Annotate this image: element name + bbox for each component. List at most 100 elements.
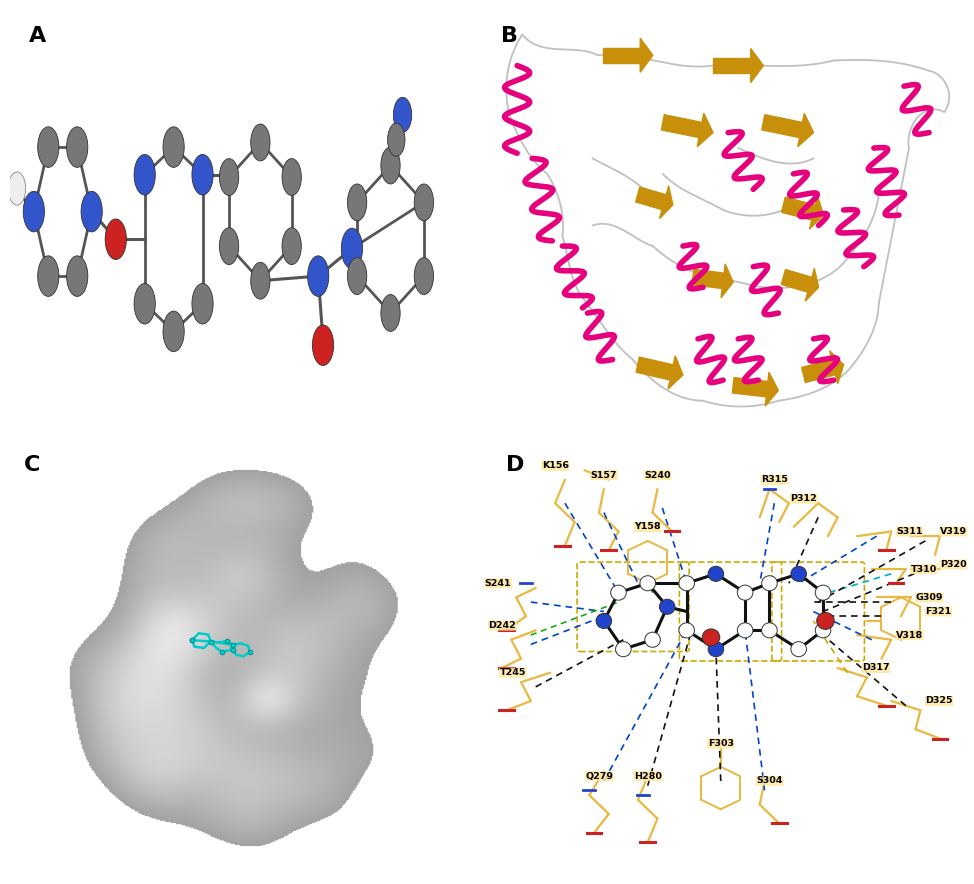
Polygon shape: [659, 186, 673, 218]
Circle shape: [596, 613, 612, 629]
Circle shape: [23, 191, 45, 232]
Circle shape: [192, 284, 213, 324]
Polygon shape: [802, 360, 836, 383]
Polygon shape: [661, 115, 702, 138]
Circle shape: [313, 325, 334, 365]
Text: A: A: [28, 27, 46, 46]
Text: G309: G309: [916, 593, 943, 602]
Circle shape: [250, 263, 270, 299]
Circle shape: [388, 123, 405, 156]
Polygon shape: [781, 270, 812, 292]
Text: T310: T310: [911, 565, 937, 574]
Polygon shape: [636, 357, 673, 380]
Text: S240: S240: [644, 470, 671, 480]
Point: [219, 634, 235, 648]
Text: K156: K156: [542, 461, 569, 470]
Circle shape: [816, 613, 834, 629]
Circle shape: [348, 184, 367, 221]
Circle shape: [414, 184, 433, 221]
Point: [204, 635, 219, 649]
Text: P312: P312: [790, 494, 817, 503]
Text: F303: F303: [708, 739, 733, 748]
Circle shape: [134, 284, 155, 324]
Polygon shape: [830, 351, 843, 384]
Circle shape: [81, 191, 102, 232]
Circle shape: [414, 257, 433, 294]
Text: F321: F321: [925, 607, 952, 616]
Circle shape: [815, 623, 831, 638]
Circle shape: [381, 147, 400, 184]
Circle shape: [134, 155, 155, 195]
Circle shape: [611, 585, 626, 600]
Polygon shape: [713, 57, 751, 73]
Text: V318: V318: [896, 630, 923, 639]
Circle shape: [341, 228, 362, 269]
Polygon shape: [636, 187, 666, 210]
Polygon shape: [766, 372, 778, 406]
Circle shape: [308, 255, 329, 296]
Circle shape: [105, 219, 127, 260]
Polygon shape: [805, 269, 818, 301]
Circle shape: [38, 126, 58, 167]
Circle shape: [381, 294, 400, 332]
Circle shape: [282, 158, 301, 195]
Circle shape: [219, 228, 239, 264]
Circle shape: [737, 585, 753, 600]
Point: [184, 633, 200, 647]
Point: [214, 644, 230, 659]
Circle shape: [9, 172, 25, 205]
Text: D317: D317: [862, 664, 889, 673]
Text: T245: T245: [500, 668, 526, 677]
Polygon shape: [640, 38, 653, 72]
Circle shape: [645, 632, 660, 647]
Circle shape: [791, 642, 806, 657]
Polygon shape: [809, 196, 824, 229]
Circle shape: [66, 126, 88, 167]
Circle shape: [762, 575, 777, 591]
Circle shape: [282, 228, 301, 264]
Text: S304: S304: [756, 776, 783, 785]
Polygon shape: [762, 115, 803, 138]
Circle shape: [348, 257, 367, 294]
Polygon shape: [603, 48, 640, 63]
Polygon shape: [732, 377, 768, 397]
Circle shape: [679, 623, 694, 638]
Text: R315: R315: [761, 476, 788, 484]
Text: D325: D325: [925, 697, 953, 705]
Polygon shape: [668, 355, 683, 389]
Text: D: D: [506, 455, 524, 475]
Circle shape: [702, 629, 720, 646]
Point: [243, 644, 258, 659]
Polygon shape: [721, 264, 733, 298]
Circle shape: [708, 567, 724, 582]
Circle shape: [737, 623, 753, 638]
Text: S157: S157: [590, 470, 618, 480]
Polygon shape: [693, 270, 724, 288]
Circle shape: [163, 311, 184, 352]
Polygon shape: [798, 113, 813, 147]
Point: [225, 637, 241, 652]
Circle shape: [616, 642, 631, 657]
Text: P320: P320: [940, 560, 966, 569]
Text: Q279: Q279: [585, 772, 613, 781]
Polygon shape: [697, 113, 713, 147]
Point: [184, 633, 200, 647]
Polygon shape: [751, 49, 764, 82]
Circle shape: [219, 158, 239, 195]
Text: Y158: Y158: [634, 522, 661, 531]
Circle shape: [66, 255, 88, 296]
Text: S311: S311: [896, 527, 922, 536]
Text: B: B: [502, 27, 518, 46]
Text: V319: V319: [940, 527, 967, 536]
Circle shape: [679, 575, 694, 591]
Text: S241: S241: [485, 579, 511, 588]
Circle shape: [640, 575, 656, 591]
Circle shape: [38, 255, 58, 296]
Circle shape: [192, 155, 213, 195]
Circle shape: [708, 642, 724, 657]
Circle shape: [815, 585, 831, 600]
Text: H280: H280: [634, 772, 661, 781]
Polygon shape: [781, 197, 815, 220]
Circle shape: [163, 126, 184, 167]
Circle shape: [659, 599, 675, 614]
